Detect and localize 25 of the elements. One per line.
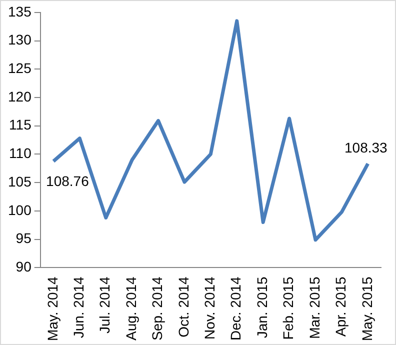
y-tick-label: 95 [16,230,32,246]
x-tick-label: Jun. 2014 [70,276,87,338]
annotation: 108.76 [46,173,90,190]
x-tick-label: Aug. 2014 [122,276,139,341]
y-tick-label: 115 [9,116,32,133]
x-tick-label: Dec. 2014 [228,276,244,340]
x-tick-label: Jul. 2014 [96,276,113,334]
y-tick-label: 110 [9,145,32,162]
y-tick-label: 130 [8,32,32,48]
y-tick-label: 105 [8,173,32,190]
y-tick-label: 135 [8,3,32,20]
x-tick-label: Oct. 2014 [175,276,192,338]
x-tick-label: May. 2014 [44,276,60,342]
y-tick-label: 100 [8,202,32,218]
x-tick-label: Mar. 2015 [306,276,322,339]
x-tick-label: Sep. 2014 [149,276,166,341]
x-tick-label: Feb. 2015 [280,276,296,340]
x-tick-label: May. 2015 [358,276,375,342]
y-tick-label: 120 [8,88,32,104]
x-tick-label: Apr. 2015 [332,276,349,337]
y-tick-label: 90 [16,258,32,275]
annotation: 108.33 [344,140,388,156]
y-tick-label: 125 [8,60,32,76]
x-tick-label: Jan. 2015 [254,276,270,338]
x-tick-label: Nov. 2014 [202,276,218,340]
